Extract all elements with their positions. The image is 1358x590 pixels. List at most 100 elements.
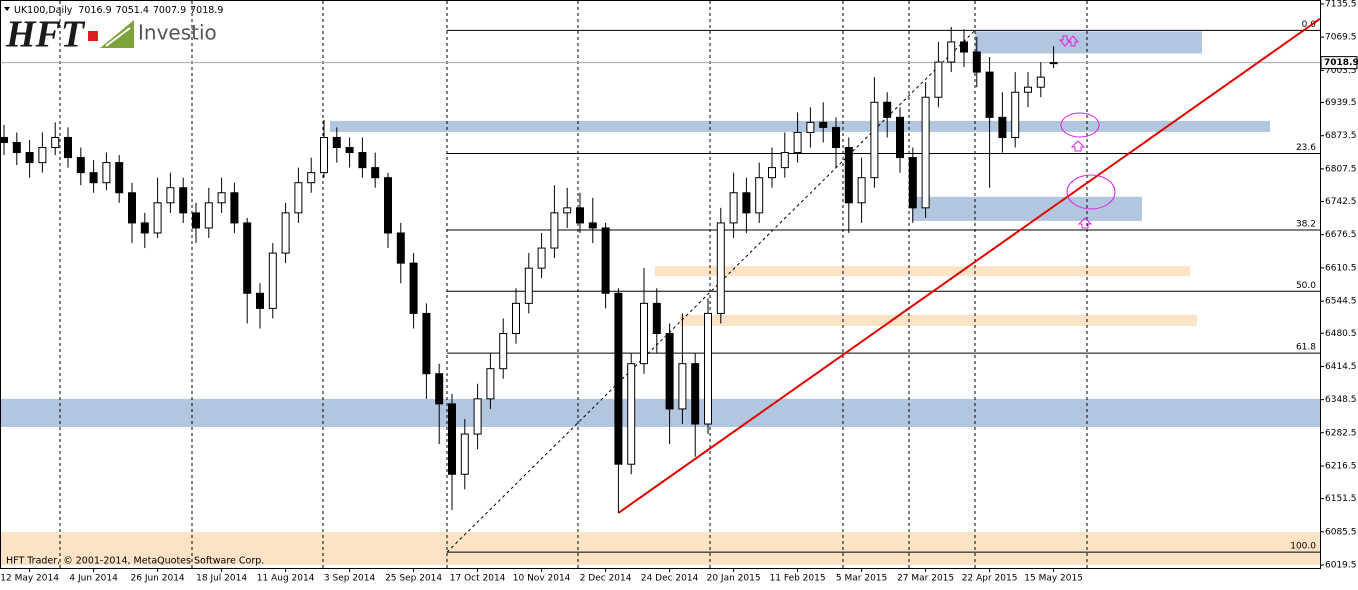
plot-frame (0, 0, 1321, 569)
candle-body (358, 152, 367, 169)
candle-body (243, 222, 252, 294)
x-tick-label: 4 Jun 2014 (69, 574, 118, 584)
candle-body (76, 157, 85, 174)
y-tick-label: 6216.5 (1325, 461, 1357, 471)
candle-body (473, 398, 482, 435)
x-tick-label: 12 May 2014 (0, 574, 59, 584)
x-tick-label: 11 Aug 2014 (257, 574, 315, 584)
candle-body (870, 101, 879, 179)
candle-body (972, 51, 981, 73)
zone (1, 532, 1320, 565)
candle-body (1011, 91, 1020, 138)
candle-body (755, 177, 764, 214)
y-tick-label: 6939.5 (1325, 98, 1357, 108)
y-tick-label: 6807.5 (1325, 164, 1357, 174)
candle-body (537, 247, 546, 269)
candle-body (102, 162, 111, 184)
candle-body (947, 41, 956, 63)
arrow-down (1058, 35, 1072, 47)
x-tick-label: 2 Dec 2014 (580, 574, 632, 584)
candle-body (115, 162, 124, 194)
candle-body (652, 302, 661, 335)
x-tick-label: 26 Jun 2014 (131, 574, 185, 584)
candle-body (563, 207, 572, 214)
x-tick-label: 20 Jan 2015 (707, 574, 761, 584)
candle-body (832, 126, 840, 149)
x-tick-label: 25 Sep 2014 (385, 574, 442, 584)
candle-body (806, 121, 815, 133)
y-tick-label: 7069.5 (1325, 33, 1357, 43)
arrow-up (1070, 140, 1086, 152)
zone (655, 266, 1190, 277)
candle-body (665, 333, 674, 410)
candle-body (204, 202, 213, 229)
x-tick-label: 18 Jul 2014 (196, 574, 247, 584)
candle-body (64, 136, 72, 159)
y-tick-label: 6742.5 (1325, 197, 1357, 207)
x-tick-label: 15 May 2015 (1024, 574, 1083, 584)
candle-body (25, 152, 34, 164)
candle-body (729, 192, 738, 224)
candle-body (780, 152, 789, 169)
fib-label: 100.0 (1290, 542, 1316, 552)
candle-body (332, 136, 341, 149)
y-tick-label: 6676.5 (1325, 230, 1357, 240)
candle-body (883, 101, 892, 118)
candle-body (550, 212, 559, 249)
fib-label: 50.0 (1296, 281, 1316, 291)
x-tick-label: 27 Mar 2015 (897, 574, 954, 584)
logo-leaf (100, 20, 134, 48)
candle-body (153, 202, 162, 234)
candles (0, 26, 1058, 513)
arrow-up (1077, 217, 1093, 229)
price-label: 7018.9 (1324, 58, 1358, 68)
candle-body (985, 71, 994, 118)
collapse-icon (4, 7, 10, 11)
x-tick-label: 5 Mar 2015 (836, 574, 887, 584)
candle-body (89, 172, 98, 184)
x-tick-label: 11 Feb 2015 (770, 574, 826, 584)
header-open: 7016.9 (78, 5, 111, 16)
candle-body (448, 403, 456, 475)
fib-label: 38.2 (1296, 219, 1316, 229)
candle-body (1049, 62, 1058, 65)
candle-body (678, 363, 687, 410)
candle-body (435, 373, 444, 405)
candle-body (281, 212, 290, 254)
candle-body (409, 262, 418, 314)
highlight-ellipse (1066, 174, 1116, 210)
candle-body (166, 187, 175, 204)
candle-body (396, 232, 405, 264)
arrow-up (1066, 35, 1080, 47)
fib-label: 61.8 (1296, 343, 1316, 353)
copyright: HFT Trader, © 2001-2014, MetaQuotes Soft… (6, 556, 264, 567)
y-tick-label: 6348.5 (1325, 395, 1357, 405)
logo: HFT Investio (5, 14, 217, 56)
candle-body (230, 192, 239, 224)
candle-body (1024, 86, 1032, 93)
zone (975, 31, 1202, 54)
highlight-ellipse (1060, 112, 1100, 138)
header: UK100,Daily 7016.9 7051.4 7007.9 7018.9 (4, 5, 223, 16)
candle-body (179, 187, 188, 214)
fib-label: 0.0 (1302, 20, 1317, 30)
candle-body (140, 222, 149, 234)
y-tick-label: 6414.5 (1325, 362, 1357, 372)
candle-body (294, 182, 303, 214)
fib-label: 23.6 (1296, 143, 1316, 153)
overlays: 0.0 23.6 38.2 50.0 61.8 100.0 (1, 18, 1321, 553)
logo-square (88, 31, 98, 41)
candle-body (793, 131, 802, 154)
candle-body (12, 141, 21, 154)
candle-body (742, 192, 751, 214)
y-tick-label: 6873.5 (1325, 131, 1357, 141)
x-tick-label: 22 Apr 2015 (962, 574, 1018, 584)
candle-body (307, 172, 316, 184)
candle-body (422, 312, 431, 375)
y-tick-label: 6019.5 (1325, 561, 1357, 571)
header-low: 7007.9 (153, 5, 186, 16)
candle-body (499, 333, 508, 370)
candle-body (384, 177, 392, 234)
